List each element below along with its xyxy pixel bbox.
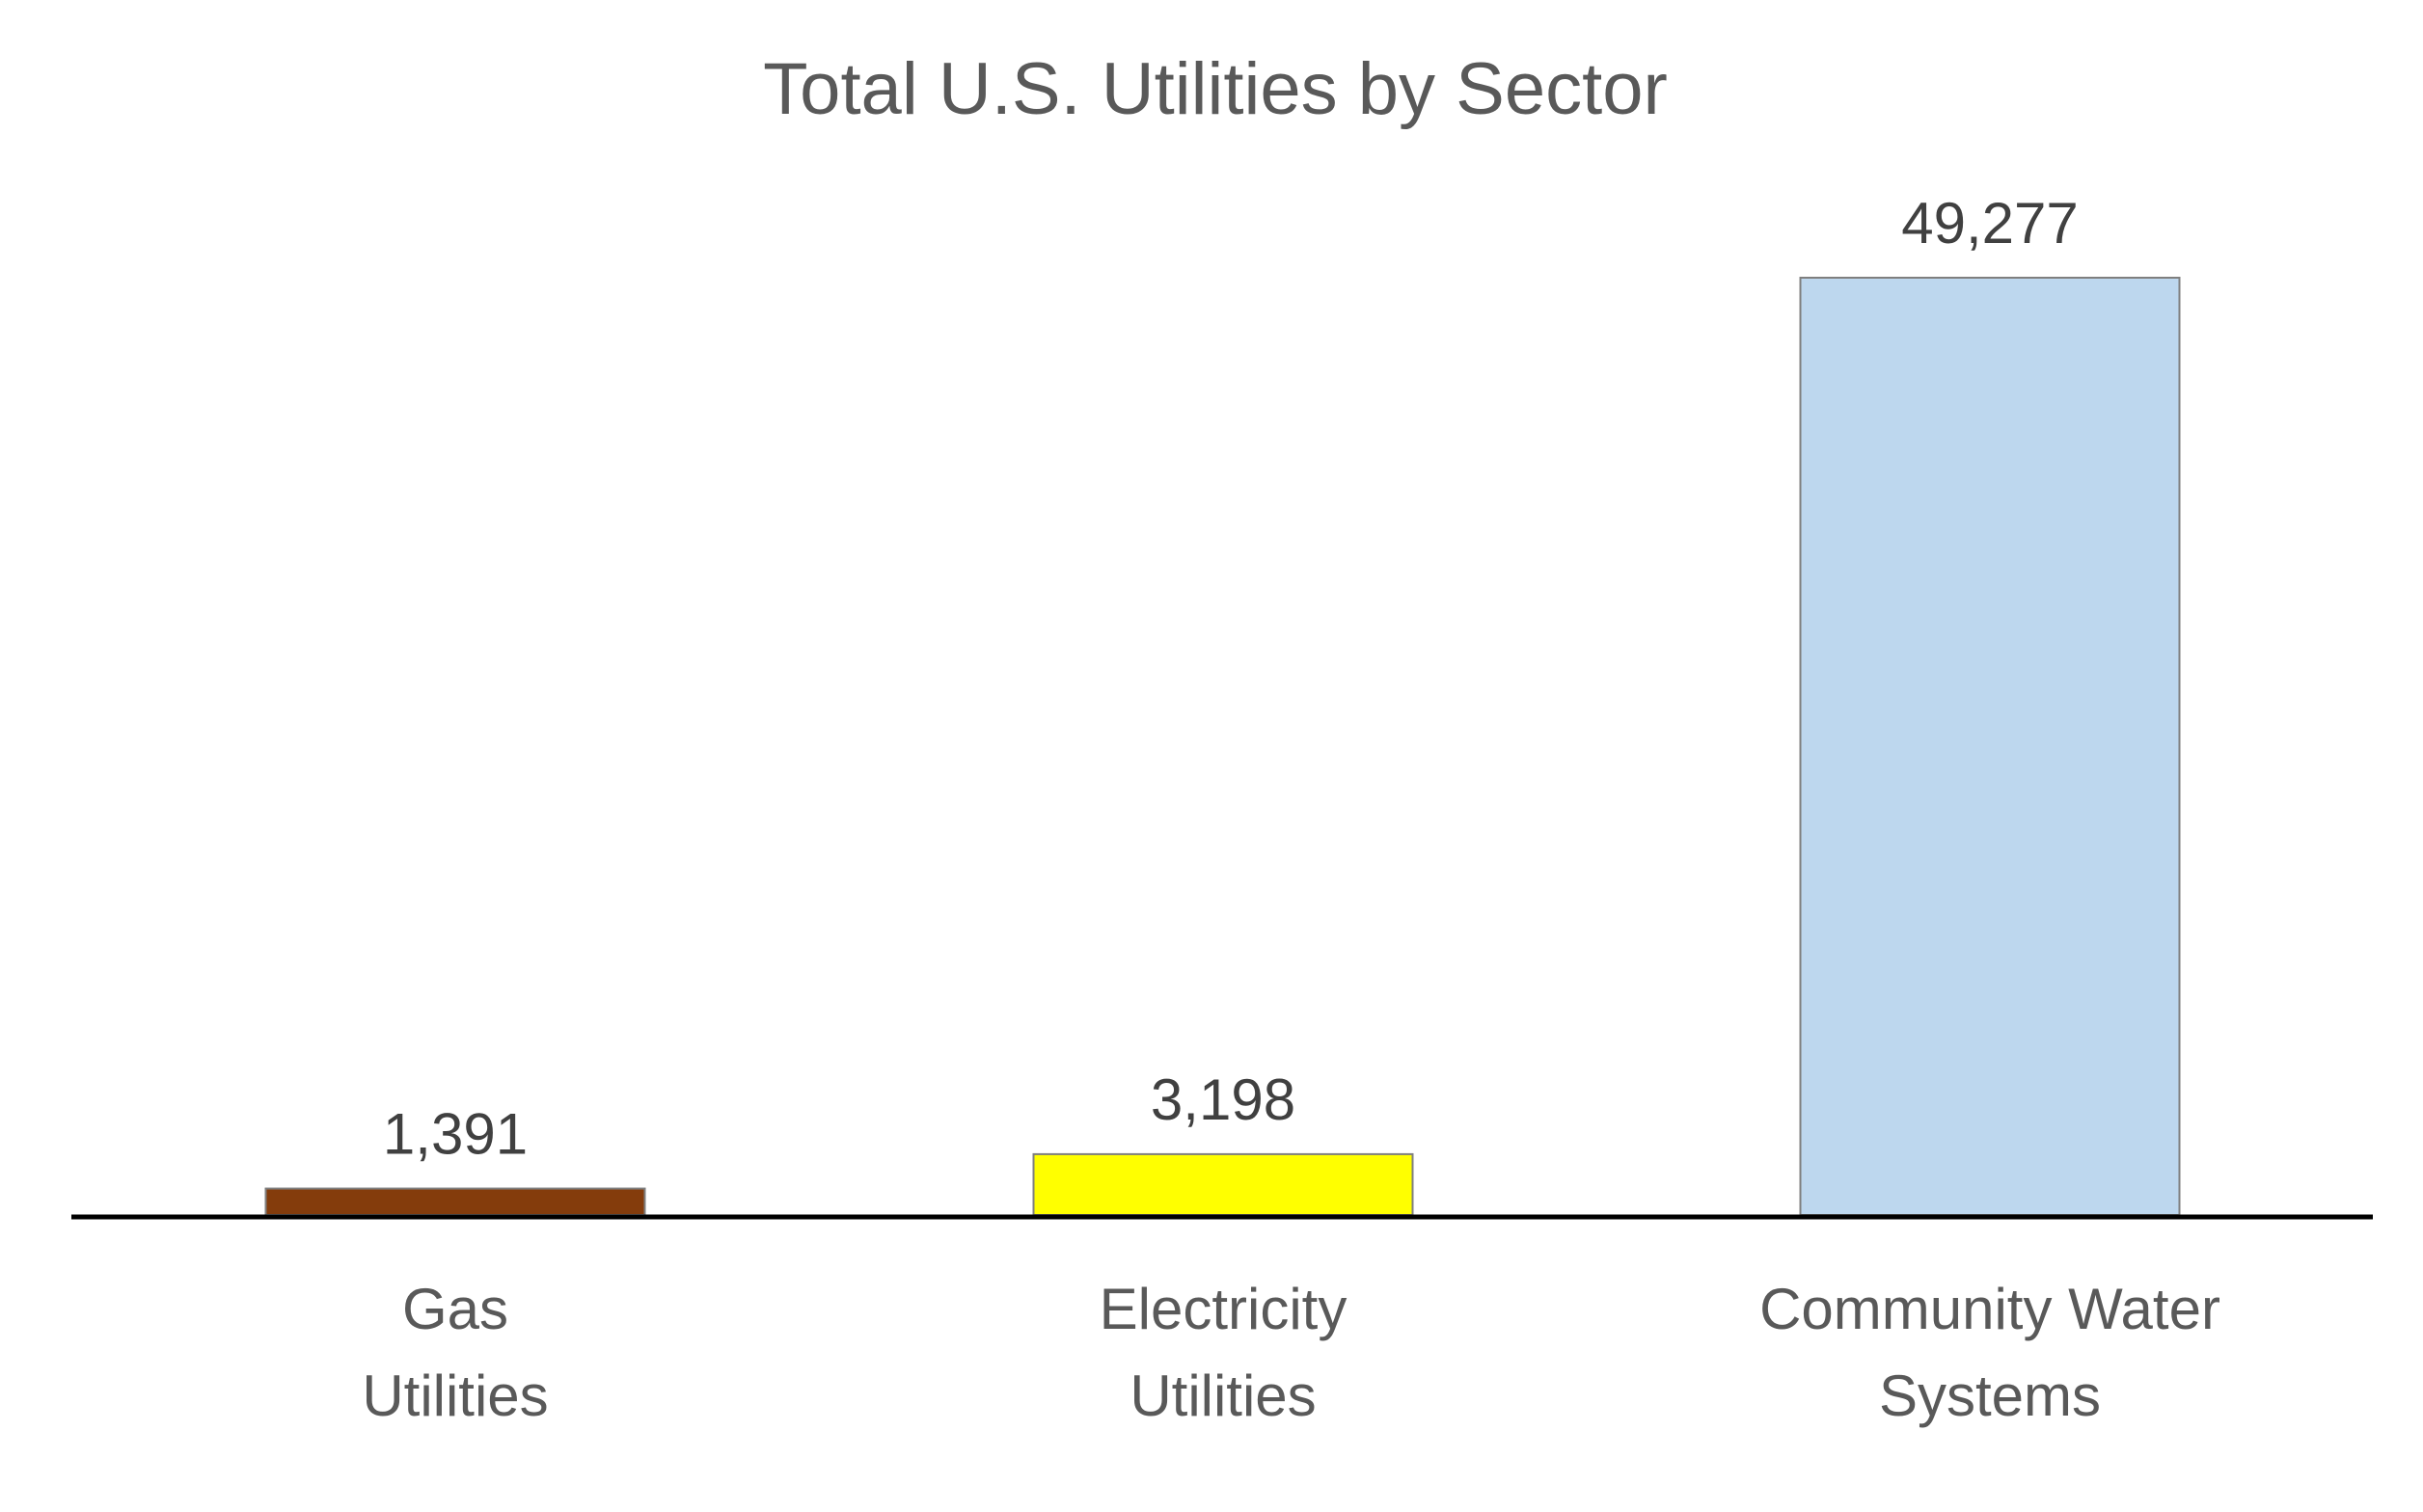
bar-1: [1032, 1152, 1414, 1216]
data-label-1: 3,198: [1151, 1067, 1295, 1132]
category-label-1-1: Utilities: [1130, 1364, 1316, 1428]
bar-2: [1799, 277, 2181, 1216]
bar-0: [264, 1187, 646, 1217]
chart-title: Total U.S. Utilities by Sector: [763, 48, 1668, 130]
category-label-1-0: Electricity: [1100, 1277, 1348, 1341]
data-label-0: 1,391: [383, 1102, 528, 1167]
category-label-2-0: Community Water: [1759, 1277, 2220, 1341]
data-label-2: 49,277: [1901, 191, 2079, 256]
category-label-0-0: Gas: [402, 1277, 508, 1341]
category-label-2-1: Systems: [1879, 1364, 2101, 1428]
category-label-0-1: Utilities: [362, 1364, 548, 1428]
